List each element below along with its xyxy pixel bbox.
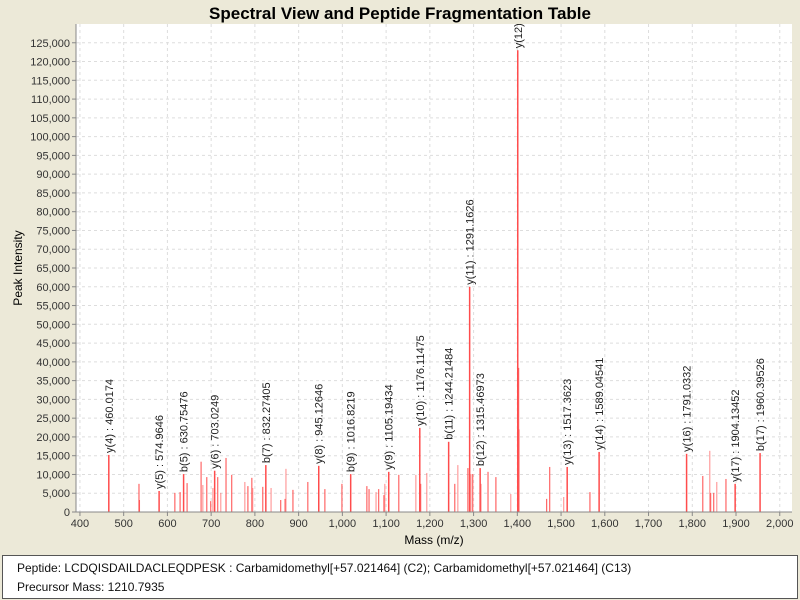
x-axis-label: Mass (m/z) bbox=[404, 533, 463, 547]
y-tick-label: 65,000 bbox=[36, 263, 70, 275]
x-ticks: 400 500 600 700 800 900 1,000 1,100 1,200 1,300 1,… bbox=[71, 512, 794, 530]
y-tick-label: 115,000 bbox=[31, 75, 70, 87]
x-tick-label: 1,700 bbox=[635, 518, 663, 530]
chart-title: Spectral View and Peptide Fragmentation … bbox=[209, 4, 591, 23]
y-tick-label: 35,000 bbox=[36, 376, 70, 388]
y-tick-label: 50,000 bbox=[36, 319, 70, 331]
x-tick-label: 900 bbox=[289, 518, 307, 530]
peak-label: y(6) : 703.0249 bbox=[210, 395, 222, 469]
spectrum-chart: Spectral View and Peptide Fragmentation … bbox=[11, 4, 794, 547]
y-tick-label: 5,000 bbox=[42, 488, 70, 500]
y-tick-label: 100,000 bbox=[30, 132, 70, 144]
x-tick-label: 400 bbox=[71, 518, 89, 530]
y-tick-label: 15,000 bbox=[36, 451, 70, 463]
peptide-text: Peptide: LCDQISDAILDACLEQDPESK : Carbami… bbox=[17, 561, 632, 575]
x-tick-label: 600 bbox=[158, 518, 176, 530]
peak-label: y(17) : 1904.13452 bbox=[730, 389, 742, 481]
y-tick-label: 105,000 bbox=[30, 113, 70, 125]
peak-label: y(14) : 1589.04541 bbox=[594, 358, 606, 450]
y-ticks: 0 5,000 10,000 15,000 20,000 25,000 30,000 35,0… bbox=[30, 38, 76, 519]
peak-label: y(5) : 574.9646 bbox=[154, 415, 166, 489]
y-tick-label: 75,000 bbox=[36, 225, 70, 237]
x-tick-label: 1,200 bbox=[416, 518, 444, 530]
y-tick-label: 10,000 bbox=[36, 469, 70, 481]
y-tick-label: 120,000 bbox=[30, 57, 70, 69]
x-tick-label: 1,300 bbox=[460, 518, 488, 530]
peak-label: b(12) : 1315.46973 bbox=[475, 373, 487, 466]
peak-label: y(4) : 460.0174 bbox=[104, 379, 116, 453]
peak-label: b(9) : 1016.8219 bbox=[346, 391, 358, 472]
precursor-mass-text: Precursor Mass: 1210.7935 bbox=[17, 580, 165, 594]
peak-label: y(13) : 1517.3623 bbox=[562, 379, 574, 465]
y-tick-label: 90,000 bbox=[36, 169, 70, 181]
y-tick-label: 30,000 bbox=[36, 394, 70, 406]
y-tick-label: 110,000 bbox=[31, 94, 70, 106]
y-axis-label: Peak Intensity bbox=[11, 230, 25, 305]
y-tick-label: 70,000 bbox=[36, 244, 70, 256]
peak-label: y(10) : 1176.11475 bbox=[415, 335, 427, 426]
x-tick-label: 1,600 bbox=[591, 518, 619, 530]
peak-label: b(7) : 832.27405 bbox=[261, 382, 273, 463]
y-tick-label: 125,000 bbox=[30, 38, 70, 50]
y-tick-label: 80,000 bbox=[36, 207, 70, 219]
peak-label: y(12) bbox=[513, 23, 525, 48]
y-tick-label: 55,000 bbox=[36, 301, 70, 313]
y-tick-label: 20,000 bbox=[36, 432, 70, 444]
peak-label: y(8) : 945.12646 bbox=[314, 384, 326, 464]
x-tick-label: 1,900 bbox=[722, 518, 750, 530]
y-tick-label: 95,000 bbox=[36, 150, 70, 162]
peaks: y(4) : 460.0174 y(5) : 574.9646 b(5) : 630… bbox=[104, 23, 767, 512]
peak-label: y(11) : 1291.1626 bbox=[465, 199, 477, 284]
y-tick-label: 25,000 bbox=[36, 413, 70, 425]
y-tick-label: 85,000 bbox=[36, 188, 70, 200]
x-tick-label: 1,000 bbox=[329, 518, 357, 530]
x-tick-label: 1,800 bbox=[679, 518, 707, 530]
peak-label: b(11) : 1244.21484 bbox=[444, 348, 456, 440]
x-tick-label: 2,000 bbox=[766, 518, 794, 530]
peak-label: y(16) : 1791.0332 bbox=[682, 366, 694, 452]
y-tick-label: 45,000 bbox=[36, 338, 70, 350]
x-tick-label: 1,100 bbox=[372, 518, 400, 530]
peak-label: y(9) : 1105.19434 bbox=[384, 384, 396, 469]
x-tick-label: 1,400 bbox=[504, 518, 532, 530]
x-tick-label: 1,500 bbox=[547, 518, 575, 530]
peak-label: b(17) : 1960.39526 bbox=[755, 358, 767, 451]
peptide-info-panel: Peptide: LCDQISDAILDACLEQDPESK : Carbami… bbox=[2, 555, 798, 599]
y-tick-label: 60,000 bbox=[36, 282, 70, 294]
y-tick-label: 40,000 bbox=[36, 357, 70, 369]
x-tick-label: 800 bbox=[246, 518, 264, 530]
peak-label: b(5) : 630.75476 bbox=[179, 391, 191, 472]
y-tick-label: 0 bbox=[64, 507, 70, 519]
x-tick-label: 500 bbox=[114, 518, 132, 530]
x-tick-label: 700 bbox=[202, 518, 220, 530]
